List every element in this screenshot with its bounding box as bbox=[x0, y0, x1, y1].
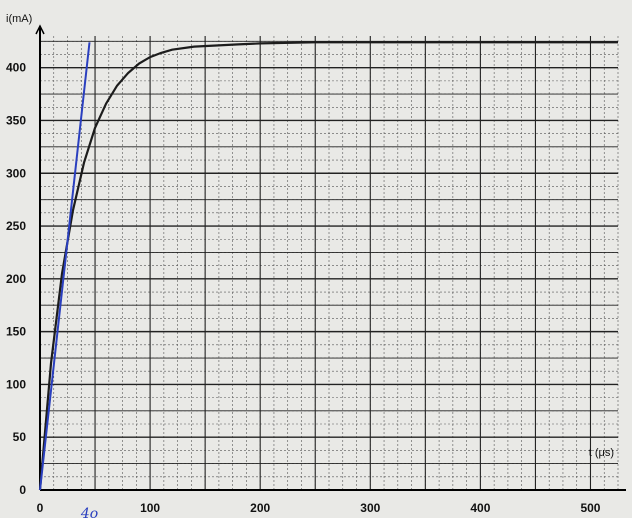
x-tick-label: 0 bbox=[37, 501, 44, 515]
x-tick-label: 300 bbox=[360, 501, 380, 515]
x-axis-label: t (μs) bbox=[589, 447, 614, 459]
x-tick-label: 400 bbox=[470, 501, 490, 515]
series-group bbox=[38, 41, 618, 491]
x-tick-label: 500 bbox=[580, 501, 600, 515]
y-tick-label: 400 bbox=[6, 61, 26, 75]
y-tick-label: 200 bbox=[6, 272, 26, 286]
tangent-line bbox=[39, 42, 91, 491]
y-tick-label: 300 bbox=[6, 166, 26, 180]
x-tick-label: 100 bbox=[140, 501, 160, 515]
y-tick-label: 150 bbox=[6, 325, 26, 339]
axes bbox=[35, 24, 626, 491]
y-tick-label: 0 bbox=[19, 483, 26, 497]
minor-grid bbox=[39, 36, 619, 491]
y-tick-label: 100 bbox=[6, 377, 26, 391]
y-tick-label: 50 bbox=[13, 430, 27, 444]
y-tick-label: 350 bbox=[6, 113, 26, 127]
annotation-label: 4o bbox=[80, 506, 98, 518]
current-curve-line bbox=[38, 41, 618, 491]
y-tick-label: 250 bbox=[6, 219, 26, 233]
y-axis-label: i(mA) bbox=[6, 13, 32, 25]
tick-labels: 0 50 100 150 200 250 300 350 400 0 100 200 300 400 500 bbox=[6, 61, 601, 515]
x-tick-label: 200 bbox=[250, 501, 270, 515]
y-axis-arrow bbox=[35, 24, 45, 35]
